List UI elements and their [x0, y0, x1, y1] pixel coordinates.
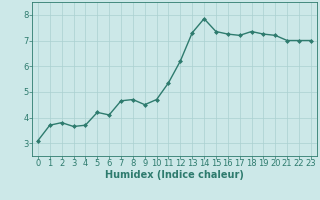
X-axis label: Humidex (Indice chaleur): Humidex (Indice chaleur) — [105, 170, 244, 180]
